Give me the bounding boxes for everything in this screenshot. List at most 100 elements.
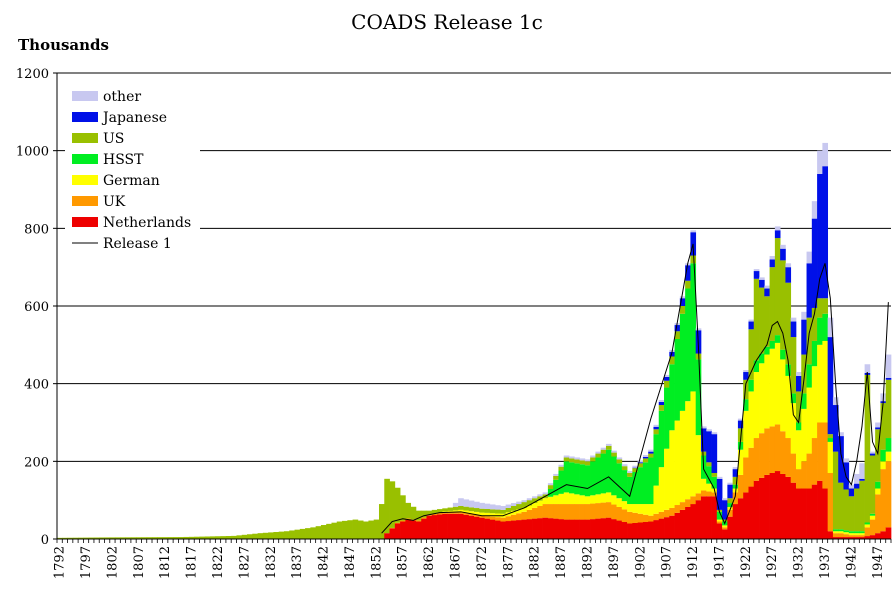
bar-netherlands-1854 [384, 533, 390, 539]
bar-netherlands-1882 [532, 518, 538, 539]
bar-netherlands-1869 [463, 514, 470, 539]
bar-japanese-1939 [832, 405, 839, 452]
bar-us-1841 [315, 526, 322, 539]
bar-japanese-1916 [711, 434, 718, 473]
bar-hsst-1886 [553, 479, 559, 496]
bar-netherlands-1889 [569, 519, 575, 539]
bar-other-1882 [532, 496, 538, 499]
bar-german-1936 [817, 344, 823, 423]
bar-japanese-1914 [700, 428, 707, 452]
bar-us-1886 [553, 475, 559, 480]
bar-netherlands-1924 [753, 480, 760, 539]
bar-other-1913 [695, 328, 702, 331]
bar-us-1901 [632, 468, 638, 473]
bar-uk-1912 [690, 496, 697, 505]
bar-us-1883 [537, 496, 543, 501]
bar-uk-1944 [859, 535, 865, 538]
bar-other-1929 [780, 244, 786, 249]
bar-hsst-1944 [859, 531, 865, 534]
bar-uk-1938 [827, 472, 834, 532]
bar-uk-1858 [405, 518, 412, 520]
bar-netherlands-1871 [474, 516, 480, 539]
x-tick-label-1897: 1897 [607, 546, 622, 579]
bar-netherlands-1868 [458, 513, 464, 539]
bar-uk-1872 [479, 515, 485, 518]
bar-uk-1902 [637, 513, 644, 523]
bar-german-1937 [822, 340, 829, 423]
bar-uk-1885 [547, 504, 554, 519]
bar-german-1868 [458, 509, 464, 512]
bar-hsst-1908 [669, 364, 675, 431]
x-tick-label-1942: 1942 [844, 546, 859, 579]
bar-uk-1861 [421, 517, 427, 519]
legend-label-hsst: HSST [103, 152, 144, 168]
bar-other-1939 [832, 397, 839, 406]
bar-other-1870 [468, 500, 475, 508]
bar-uk-1942 [848, 535, 855, 538]
bar-german-1925 [759, 363, 765, 434]
bar-hsst-1941 [843, 530, 850, 533]
bar-netherlands-1892 [584, 519, 591, 539]
bar-german-1865 [442, 511, 448, 513]
bar-uk-1895 [600, 502, 607, 519]
bar-other-1910 [679, 296, 686, 299]
bar-netherlands-1942 [848, 537, 855, 539]
bar-uk-1865 [442, 512, 448, 514]
bar-german-1882 [532, 503, 538, 508]
bar-other-1900 [627, 471, 633, 473]
x-tick-labels: 1792 1797 1802 1807 1812 1817 1822 1827 1832 1837… [53, 539, 892, 579]
bar-netherlands-1893 [590, 519, 596, 539]
bar-netherlands-1905 [653, 520, 660, 539]
bar-us-1866 [447, 507, 454, 511]
bar-german-1888 [563, 492, 570, 505]
bar-us-1899 [621, 466, 628, 471]
bar-uk-1933 [801, 461, 807, 489]
bar-other-1889 [569, 456, 575, 459]
bar-german-1895 [600, 493, 607, 503]
bar-us-1949 [885, 379, 892, 439]
bar-other-1875 [495, 505, 501, 510]
bar-us-1796 [78, 537, 84, 539]
bar-us-1906 [658, 405, 665, 411]
bar-us-1887 [558, 466, 565, 471]
bar-uk-1929 [780, 431, 786, 474]
bar-netherlands-1890 [574, 519, 580, 539]
y-tick-label-400: 400 [24, 378, 49, 393]
release1-line [381, 243, 889, 534]
bar-netherlands-1888 [563, 519, 570, 539]
bar-uk-1874 [489, 516, 496, 520]
bar-netherlands-1916 [711, 496, 718, 539]
bar-japanese-1925 [759, 279, 765, 288]
bar-hsst-1924 [753, 360, 760, 373]
bar-uk-1925 [759, 433, 765, 478]
bar-german-1910 [679, 410, 686, 503]
legend-label-japanese: Japanese [101, 110, 167, 126]
legend-label-uk: UK [103, 194, 126, 210]
bar-hsst-1933 [801, 393, 807, 409]
bar-us-1804 [120, 537, 126, 539]
bar-german-1899 [621, 501, 628, 510]
bar-other-1922 [743, 370, 749, 373]
bar-us-1920 [732, 476, 739, 485]
bar-uk-1937 [822, 422, 829, 489]
bar-us-1909 [674, 331, 681, 340]
bar-other-1893 [590, 455, 596, 458]
bar-hsst-1899 [621, 470, 628, 502]
legend-swatch-uk [72, 196, 98, 206]
bar-uk-1948 [880, 469, 887, 532]
bar-german-1921 [737, 449, 744, 475]
bar-us-1940 [838, 482, 844, 530]
bar-hsst-1923 [748, 379, 755, 392]
bar-us-1810 [152, 537, 158, 539]
bar-hsst-1919 [727, 503, 733, 507]
bar-japanese-1949 [885, 377, 892, 380]
bar-us-1820 [204, 536, 211, 539]
bar-us-1851 [368, 520, 375, 539]
bar-other-1932 [795, 372, 802, 376]
bar-german-1944 [859, 533, 865, 536]
bar-hsst-1946 [869, 513, 876, 516]
bar-netherlands-1932 [795, 488, 802, 539]
bar-us-1856 [394, 487, 401, 523]
bar-other-1890 [574, 457, 580, 460]
bar-uk-1867 [452, 511, 459, 514]
